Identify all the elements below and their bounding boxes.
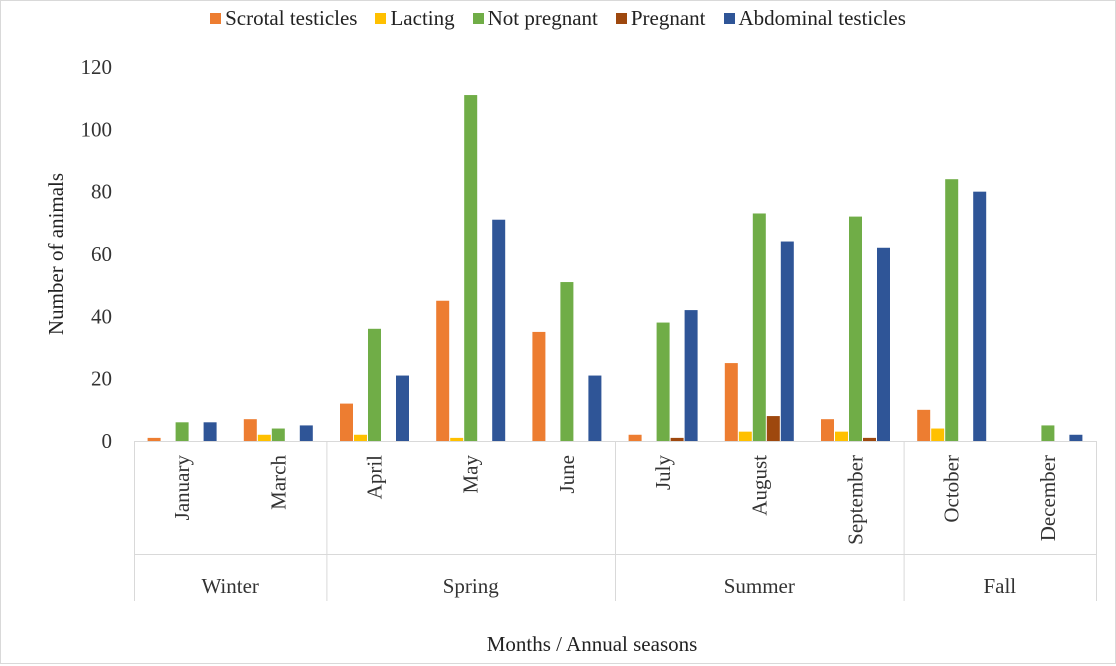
group-label: Fall: [983, 574, 1016, 598]
bar: [656, 322, 670, 441]
bar: [464, 95, 478, 442]
bar: [835, 431, 848, 441]
legend-swatch: [723, 13, 735, 24]
y-tick-label: 120: [81, 55, 113, 79]
legend-item: Lacting: [375, 6, 455, 31]
y-tick-label: 100: [81, 117, 113, 141]
bar: [973, 191, 987, 441]
bars: [147, 95, 1083, 442]
bar: [340, 403, 353, 441]
bar: [917, 409, 931, 441]
legend-label: Abdominal testicles: [738, 6, 906, 30]
bar: [1041, 425, 1055, 441]
x-tick-label: September: [844, 455, 868, 545]
y-tick-label: 40: [91, 304, 112, 328]
legend-label: Scrotal testicles: [225, 6, 358, 30]
bar: [752, 213, 766, 441]
bar: [354, 434, 367, 441]
bar: [396, 375, 409, 441]
x-tick-label: October: [940, 455, 964, 523]
bar: [821, 419, 834, 441]
legend-item: Abdominal testicles: [723, 6, 906, 31]
bar: [147, 437, 161, 441]
bar: [684, 310, 698, 441]
bar: [368, 328, 381, 441]
y-axis-title: Number of animals: [44, 173, 68, 335]
y-axis-ticks: 0 20 40 60 80 100 120: [81, 55, 113, 453]
x-tick-label: August: [747, 455, 771, 516]
bar: [863, 437, 876, 441]
x-tick-label: January: [170, 455, 194, 521]
x-tick-label: July: [651, 455, 675, 491]
legend: Scrotal testicles Lacting Not pregnant Preg…: [0, 6, 1116, 31]
y-tick-label: 80: [91, 180, 112, 204]
x-tick-label: April: [363, 455, 387, 499]
x-tick-label: May: [459, 455, 483, 494]
bar: [766, 416, 780, 441]
legend-item: Pregnant: [615, 6, 706, 31]
legend-item: Not pregnant: [472, 6, 598, 31]
bar: [780, 241, 794, 441]
legend-swatch: [615, 13, 627, 24]
bar: [203, 422, 217, 441]
bar: [271, 428, 285, 441]
bar: [436, 300, 450, 441]
x-tick-label: March: [266, 455, 290, 510]
legend-swatch: [375, 13, 387, 24]
bar: [877, 247, 890, 441]
y-tick-label: 60: [91, 242, 112, 266]
bar: [670, 437, 684, 441]
bar: [588, 375, 602, 441]
legend-label: Not pregnant: [487, 6, 598, 30]
bar: [931, 428, 945, 441]
bar: [1069, 434, 1083, 441]
bar: [724, 363, 738, 441]
bar: [299, 425, 313, 441]
x-axis-title: Months / Annual seasons: [487, 632, 698, 656]
y-tick-label: 0: [102, 429, 113, 453]
group-label: Spring: [443, 574, 500, 598]
bar: [243, 419, 257, 441]
bar: [257, 434, 271, 441]
group-label: Winter: [201, 574, 258, 598]
legend-label: Lacting: [390, 6, 455, 30]
x-tick-label: June: [555, 455, 579, 494]
bar: [738, 431, 752, 441]
bar: [849, 216, 862, 441]
legend-item: Scrotal testicles: [210, 6, 357, 31]
bar: [628, 434, 642, 441]
legend-swatch: [210, 13, 222, 24]
group-label: Summer: [724, 574, 795, 598]
bar: [560, 282, 574, 441]
bar: [492, 219, 506, 441]
y-tick-label: 20: [91, 367, 112, 391]
legend-label: Pregnant: [630, 6, 706, 30]
x-axis: January March April May June July August Septem…: [134, 441, 1097, 601]
bar: [532, 331, 546, 441]
bar: [175, 422, 189, 441]
bar: [450, 437, 464, 441]
legend-swatch: [472, 13, 484, 24]
x-tick-label: December: [1036, 455, 1060, 541]
bar: [945, 179, 959, 441]
